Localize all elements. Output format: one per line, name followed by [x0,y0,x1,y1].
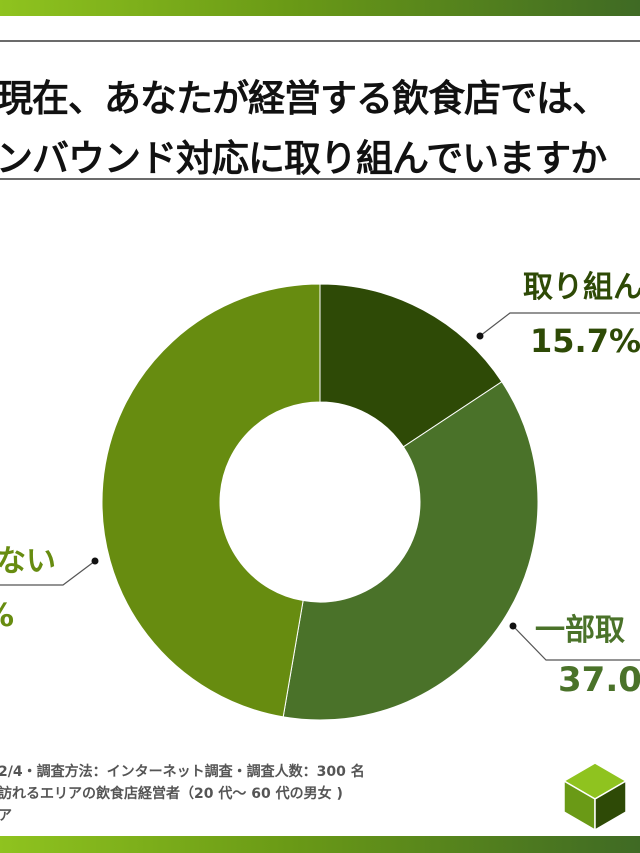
slice-value-1: 15.7% [530,322,640,360]
leader-dot-3 [91,557,99,565]
slice-label-2: 一部取 [535,613,625,648]
footer-line-3: ア [0,808,12,824]
slice-value-2: 37.0 [558,660,640,700]
top-accent-bar [0,0,640,16]
donut-slice-2 [282,381,539,721]
leader-dot-2 [509,622,517,630]
slice-value-3: % [0,596,14,634]
donut-slice-3 [101,283,321,718]
title-top-rule [0,40,640,42]
leader-line-2 [512,625,640,661]
title-line-2: ンバウンド対応に取り組んでいますか [0,137,607,180]
leader-dot-1 [476,332,484,340]
title-line-1: 現在、あなたが経営する飲食店では、 [0,77,609,120]
footer-line-1: 2/4・調査方法：インターネット調査・調査人数：300 名 [0,764,365,780]
donut-slice-1 [319,283,503,448]
footer-line-2: 訪れるエリアの飲食店経営者（20 代～ 60 代の男女 ) [0,786,343,802]
leader-line-1 [479,312,640,337]
slice-label-3: ない [0,544,56,579]
slice-label-1: 取り組ん [523,270,640,305]
leader-lines [0,312,640,661]
leader-line-3 [0,560,96,586]
title-bottom-rule [0,178,640,180]
bottom-accent-bar [0,836,640,853]
